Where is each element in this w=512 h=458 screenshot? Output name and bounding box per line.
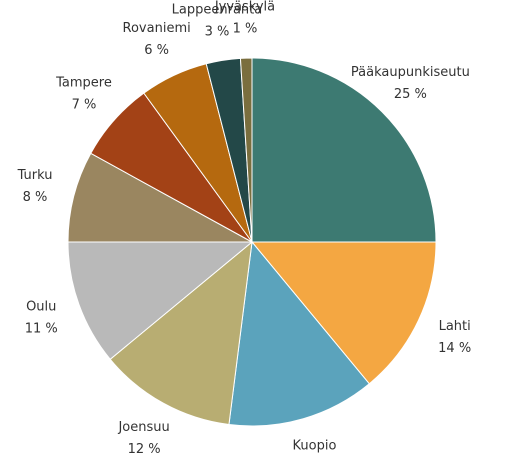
pie-slice xyxy=(239,57,253,243)
slice-label: Kuopio xyxy=(293,439,337,454)
pie-slice xyxy=(250,241,437,385)
slice-label: Tampere xyxy=(55,75,112,90)
slice-label: Joensuu xyxy=(117,420,169,435)
slice-label: Pääkaupunkiseutu xyxy=(351,65,470,80)
pie-slice xyxy=(228,240,370,427)
pie-slice xyxy=(109,240,253,426)
slice-value-label: 12 % xyxy=(128,442,161,457)
pie-slice xyxy=(67,152,253,243)
pie-slice xyxy=(251,57,437,243)
slice-value-label: 7 % xyxy=(72,97,97,112)
slice-value-label: 25 % xyxy=(394,87,427,102)
slice-value-label: 11 % xyxy=(25,321,58,336)
slice-value-label: 3 % xyxy=(205,24,230,39)
slice-label: Rovaniemi xyxy=(123,21,191,36)
slice-label: Turku xyxy=(17,168,53,183)
slice-value-label: 6 % xyxy=(144,43,169,58)
slice-value-label: 14 % xyxy=(438,341,471,356)
slice-value-label: 1 % xyxy=(233,22,258,37)
slice-label: Oulu xyxy=(26,299,56,314)
slice-label: Lappeenranta xyxy=(172,2,263,17)
slice-value-label: 8 % xyxy=(23,190,48,205)
pie-slice xyxy=(67,241,254,360)
slice-label: Jyväskylä xyxy=(214,0,275,15)
slice-label: Lahti xyxy=(439,319,471,334)
